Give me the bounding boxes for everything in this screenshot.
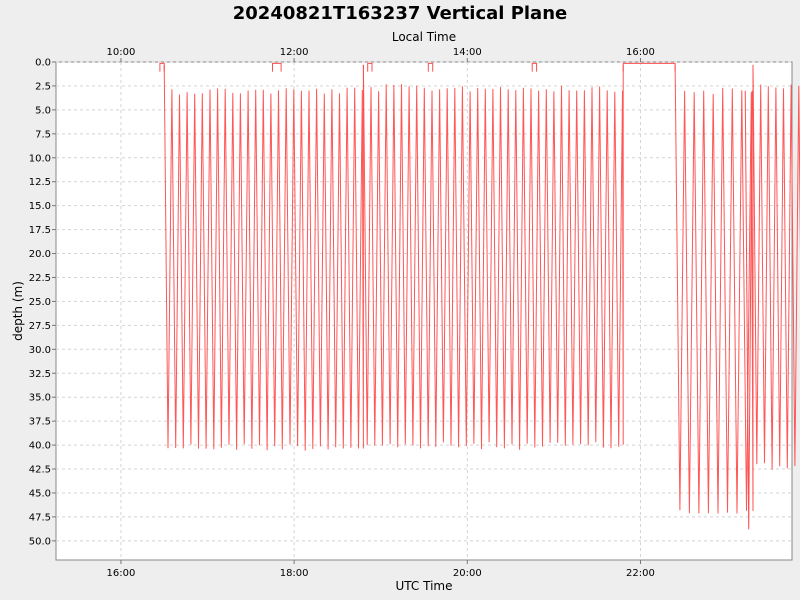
y-tick-label: 32.5 — [29, 369, 51, 380]
y-tick-label: 7.5 — [35, 129, 51, 140]
top-tick-label: 16:00 — [626, 47, 655, 58]
dive-segment-trace — [752, 64, 800, 470]
y-tick-label: 45.0 — [29, 488, 51, 499]
y-tick-label: 37.5 — [29, 417, 51, 428]
y-tick-label: 20.0 — [29, 249, 51, 260]
y-tick-label: 50.0 — [29, 536, 51, 547]
dive-segment-trace — [362, 64, 624, 450]
y-tick-label: 27.5 — [29, 321, 51, 332]
y-tick-label: 42.5 — [29, 465, 51, 476]
y-tick-label: 5.0 — [35, 105, 51, 116]
y-tick-label: 0.0 — [35, 58, 51, 69]
surface-interval-trace — [622, 62, 676, 72]
surface-interval-trace — [367, 62, 373, 72]
surface-interval-trace — [531, 62, 538, 72]
surface-interval-trace — [272, 62, 282, 72]
surface-interval-trace — [427, 62, 434, 72]
x-axis-title: UTC Time — [396, 579, 453, 593]
top-axis-title: Local Time — [392, 30, 456, 44]
x-tick-label: 22:00 — [626, 568, 655, 579]
y-tick-label: 17.5 — [29, 225, 51, 236]
y-tick-label: 40.0 — [29, 441, 51, 452]
x-tick-label: 16:00 — [107, 568, 136, 579]
top-tick-label: 12:00 — [280, 47, 309, 58]
surface-interval-trace — [159, 62, 165, 72]
y-tick-label: 12.5 — [29, 177, 51, 188]
axes: 0.0 2.5 5.0 7.5 10.0 12.5 15.0 17.5 20.0 22.5 25.0… — [29, 47, 655, 579]
y-tick-label: 22.5 — [29, 273, 51, 284]
top-tick-label: 14:00 — [453, 47, 482, 58]
y-axis-title: depth (m) — [11, 281, 25, 341]
x-tick-label: 18:00 — [280, 568, 309, 579]
dive-segment-trace — [674, 64, 754, 514]
dive-segment-trace — [163, 64, 364, 451]
y-tick-label: 15.0 — [29, 201, 51, 212]
y-tick-label: 2.5 — [35, 81, 51, 92]
y-tick-label: 47.5 — [29, 512, 51, 523]
y-tick-label: 30.0 — [29, 345, 51, 356]
y-tick-label: 10.0 — [29, 153, 51, 164]
chart-title: 20240821T163237 Vertical Plane — [233, 3, 567, 24]
y-tick-label: 25.0 — [29, 297, 51, 308]
top-tick-label: 10:00 — [107, 47, 136, 58]
y-tick-label: 35.0 — [29, 393, 51, 404]
x-tick-label: 20:00 — [453, 568, 482, 579]
